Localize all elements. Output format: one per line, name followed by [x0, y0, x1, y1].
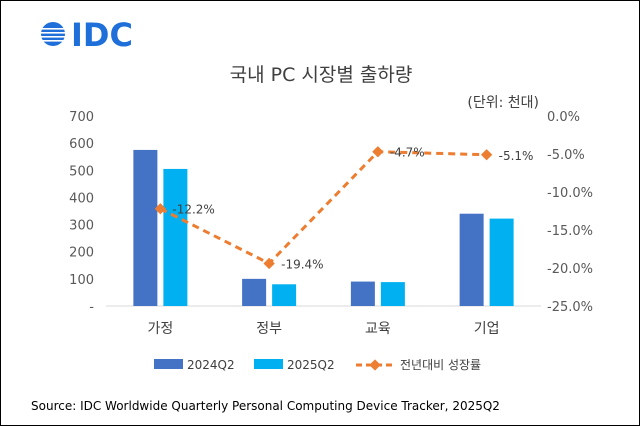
- right-tick-label: -20.0%: [547, 262, 593, 277]
- left-tick-label: 700: [69, 110, 94, 125]
- left-tick-label: 200: [69, 246, 94, 261]
- right-tick-label: -15.0%: [547, 224, 593, 239]
- growth-marker: [372, 146, 384, 158]
- growth-data-label: -12.2%: [172, 203, 214, 217]
- growth-marker: [154, 203, 167, 215]
- right-tick-label: -25.0%: [547, 300, 593, 315]
- legend: 2024Q2 2025Q2 전년대비 성장률: [154, 358, 481, 372]
- right-axis: -25.0% -20.0% -15.0% -10.0% -5.0% 0.0%: [547, 110, 593, 315]
- category-label: 기업: [474, 321, 500, 337]
- left-tick-label: 400: [69, 191, 94, 206]
- category-label: 정부: [256, 321, 282, 337]
- legend-swatch-2025q2: [254, 359, 283, 369]
- unit-note: (단위: 천대): [467, 95, 539, 111]
- legend-label-growth: 전년대비 성장률: [400, 358, 481, 372]
- legend-marker-growth: [369, 359, 381, 371]
- bar-2025q2-2: [380, 282, 405, 306]
- bar-2024q2-2: [350, 281, 375, 306]
- growth-line-path: [159, 150, 487, 266]
- legend-label-2024q2: 2024Q2: [187, 358, 235, 372]
- bar-2024q2-0: [133, 149, 158, 306]
- bar-2024q2-1: [242, 278, 267, 306]
- left-tick-label: 600: [69, 137, 94, 152]
- growth-marker: [263, 257, 275, 270]
- legend-label-2025q2: 2025Q2: [287, 358, 335, 372]
- bar-2025q2-0: [163, 168, 188, 306]
- globe-icon: [39, 22, 67, 46]
- right-tick-label: -5.0%: [547, 148, 585, 163]
- bar-2025q2-1: [272, 284, 297, 306]
- logo-text: IDC: [71, 16, 133, 54]
- right-tick-label: 0.0%: [547, 110, 580, 125]
- source-note: Source: IDC Worldwide Quarterly Personal…: [31, 399, 500, 413]
- left-tick-label: 500: [69, 164, 94, 179]
- chart-title: 국내 PC 시장별 출하량: [230, 64, 413, 86]
- right-tick-label: -10.0%: [547, 186, 593, 201]
- growth-data-label: -19.4%: [281, 257, 323, 271]
- bar-2024q2-3: [459, 213, 484, 306]
- growth-data-label: -4.7%: [390, 146, 425, 160]
- category-label: 교육: [365, 321, 391, 337]
- growth-marker: [480, 149, 493, 161]
- legend-swatch-2024q2: [154, 359, 183, 369]
- bar-2025q2-3: [489, 218, 514, 306]
- category-label: 가정: [147, 321, 173, 337]
- growth-line: -12.2% -19.4% -4.7% -5.1%: [154, 146, 534, 271]
- left-tick-label: -: [89, 300, 94, 315]
- category-labels: 가정 정부 교육 기업: [147, 321, 499, 337]
- left-tick-label: 100: [69, 273, 94, 288]
- bars: [133, 149, 514, 306]
- idc-logo: IDC: [39, 16, 133, 54]
- left-tick-label: 300: [69, 219, 94, 234]
- growth-data-label: -5.1%: [499, 149, 534, 163]
